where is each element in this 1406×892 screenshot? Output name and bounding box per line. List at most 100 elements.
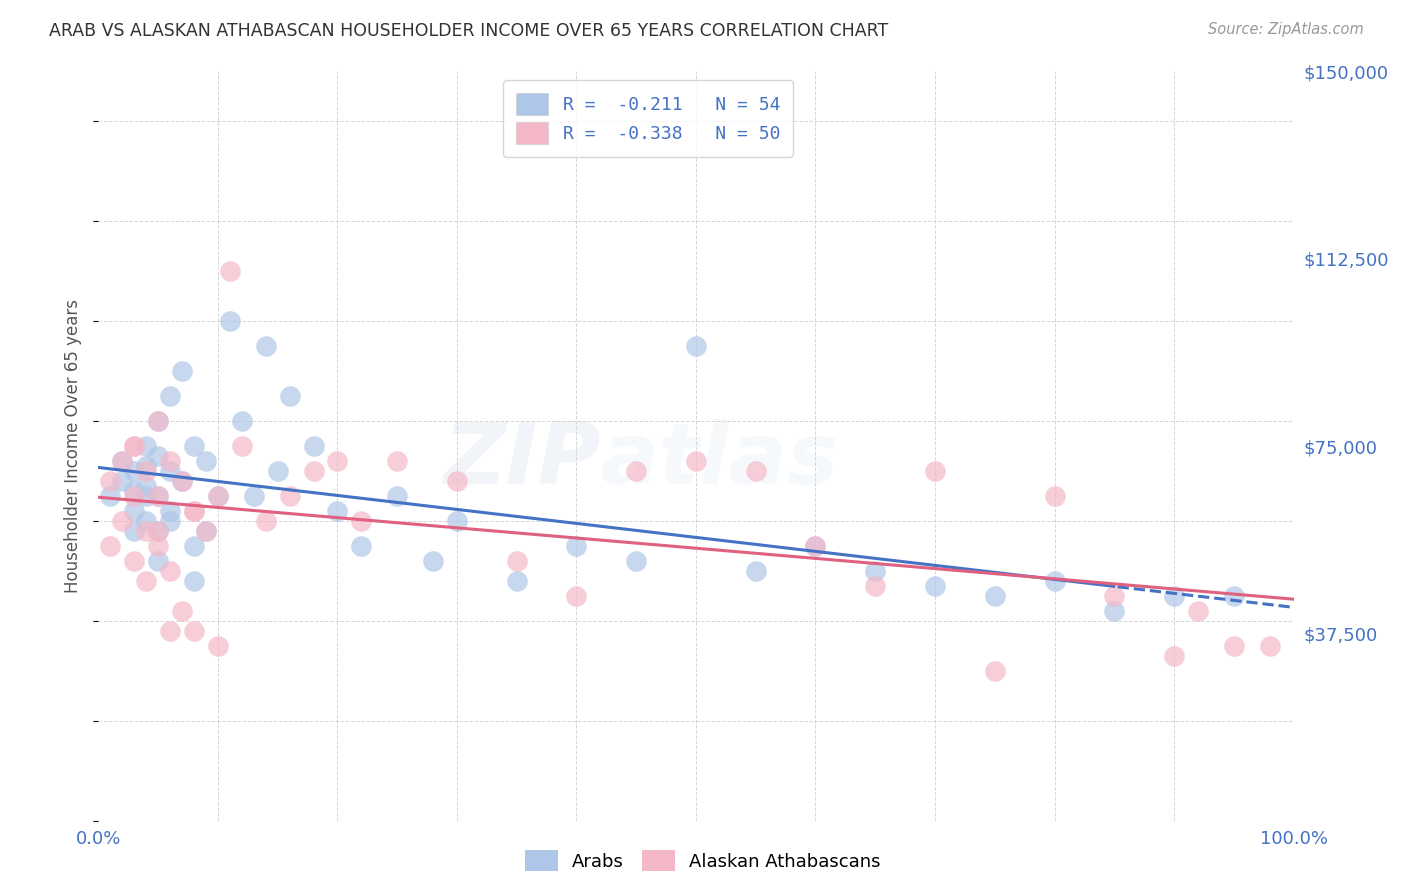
Point (148, 524, 170, 538)
Point (159, 454, 181, 468)
Point (984, 664, 1007, 678)
Point (172, 474, 194, 488)
Point (865, 564, 887, 578)
Point (804, 539, 827, 553)
Point (195, 524, 218, 538)
Point (924, 464, 946, 478)
Point (745, 464, 768, 478)
Point (350, 539, 373, 553)
Point (159, 624, 181, 638)
Point (267, 464, 290, 478)
Point (159, 564, 181, 578)
Point (446, 474, 468, 488)
Point (804, 539, 827, 553)
Point (1104, 589, 1126, 603)
Point (924, 579, 946, 593)
Point (1223, 589, 1246, 603)
Point (1187, 604, 1209, 618)
Legend: Arabs, Alaskan Athabascans: Arabs, Alaskan Athabascans (519, 843, 887, 879)
Point (183, 439, 205, 453)
Point (124, 439, 146, 453)
Point (506, 554, 529, 568)
Point (865, 579, 887, 593)
Point (183, 574, 205, 588)
Point (685, 339, 707, 353)
Point (148, 539, 170, 553)
Point (135, 489, 157, 503)
Point (278, 489, 301, 503)
Point (243, 489, 266, 503)
Point (685, 454, 707, 468)
Point (148, 414, 170, 428)
Point (124, 439, 146, 453)
Point (231, 439, 253, 453)
Point (148, 489, 170, 503)
Point (135, 479, 157, 493)
Point (1258, 639, 1281, 653)
Point (565, 589, 588, 603)
Point (422, 554, 444, 568)
Point (111, 474, 134, 488)
Point (148, 554, 170, 568)
Point (183, 624, 205, 638)
Point (254, 339, 277, 353)
Point (183, 539, 205, 553)
Point (745, 564, 768, 578)
Point (159, 504, 181, 518)
Point (135, 574, 157, 588)
Point (1163, 648, 1185, 663)
Point (326, 454, 349, 468)
Point (326, 504, 349, 518)
Point (207, 489, 229, 503)
Point (207, 489, 229, 503)
Point (98, 474, 122, 488)
Point (124, 464, 146, 478)
Point (984, 589, 1007, 603)
Point (1163, 589, 1185, 603)
Point (195, 454, 218, 468)
Point (148, 524, 170, 538)
Point (148, 489, 170, 503)
Point (148, 414, 170, 428)
Text: ARAB VS ALASKAN ATHABASCAN HOUSEHOLDER INCOME OVER 65 YEARS CORRELATION CHART: ARAB VS ALASKAN ATHABASCAN HOUSEHOLDER I… (49, 22, 889, 40)
Point (172, 364, 194, 378)
Y-axis label: Householder Income Over 65 years: Householder Income Over 65 years (65, 299, 83, 593)
Point (135, 524, 157, 538)
Point (183, 504, 205, 518)
Point (231, 414, 253, 428)
Point (219, 264, 242, 278)
Point (302, 464, 325, 478)
Point (124, 504, 146, 518)
Point (135, 439, 157, 453)
Text: ZIP: ZIP (443, 419, 600, 502)
Point (135, 458, 157, 473)
Point (219, 314, 242, 328)
Point (98, 539, 122, 553)
Point (254, 514, 277, 528)
Point (565, 539, 588, 553)
Point (385, 454, 409, 468)
Text: atlas: atlas (600, 419, 838, 502)
Point (1043, 574, 1066, 588)
Point (207, 639, 229, 653)
Point (172, 474, 194, 488)
Point (506, 574, 529, 588)
Point (98, 489, 122, 503)
Point (124, 489, 146, 503)
Point (1223, 639, 1246, 653)
Point (302, 439, 325, 453)
Point (446, 514, 468, 528)
Point (124, 554, 146, 568)
Point (124, 524, 146, 538)
Point (626, 554, 648, 568)
Point (111, 454, 134, 468)
Point (111, 454, 134, 468)
Point (159, 389, 181, 403)
Point (124, 483, 146, 498)
Point (148, 449, 170, 463)
Point (135, 464, 157, 478)
Point (111, 514, 134, 528)
Point (172, 604, 194, 618)
Point (159, 514, 181, 528)
Point (626, 464, 648, 478)
